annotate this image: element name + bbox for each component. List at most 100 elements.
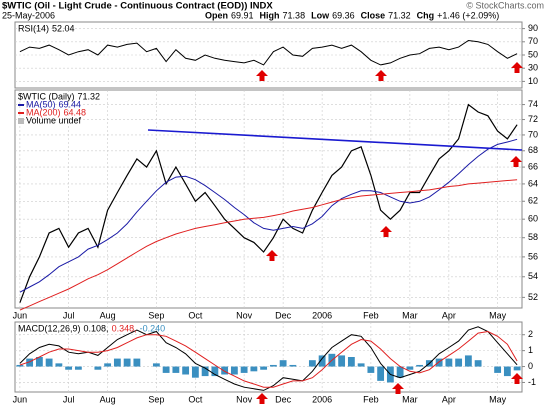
symbol-title: $WTIC (Oil - Light Crude - Continuous Co… bbox=[2, 1, 273, 12]
trendline bbox=[147, 129, 523, 151]
y-tick-label: 52 bbox=[528, 292, 538, 302]
x-tick-label: Aug bbox=[100, 310, 116, 320]
x-tick-label: Jun bbox=[13, 310, 28, 320]
histogram-bar bbox=[182, 366, 190, 375]
histogram-bar bbox=[416, 364, 424, 367]
arrow bbox=[511, 62, 523, 73]
overlay bbox=[147, 62, 523, 404]
histogram-bar bbox=[347, 357, 355, 367]
x-tick-label: 2006 bbox=[312, 310, 332, 320]
histogram-bar bbox=[445, 358, 453, 367]
histogram-bar bbox=[45, 358, 53, 367]
histogram-bar bbox=[455, 358, 463, 367]
arrow bbox=[510, 156, 522, 167]
y-tick-label: 70 bbox=[528, 129, 538, 139]
x-tick-label: Nov bbox=[236, 310, 253, 320]
histogram-bar bbox=[513, 366, 521, 371]
series-line bbox=[19, 39, 518, 66]
histogram-bar bbox=[35, 357, 43, 367]
histogram-bar bbox=[74, 366, 82, 370]
legend-label: MA(50) bbox=[26, 99, 56, 109]
y-tick-label: 10 bbox=[528, 76, 538, 86]
histogram-bar bbox=[406, 366, 414, 370]
x-tick-label: Jul bbox=[63, 394, 75, 404]
x-tick-label: Apr bbox=[442, 394, 456, 404]
histogram-bar bbox=[230, 366, 238, 375]
x-tick-label: Nov bbox=[236, 394, 253, 404]
y-tick-label: 66 bbox=[528, 161, 538, 171]
histogram-bar bbox=[240, 366, 248, 373]
y-tick-label: 30 bbox=[528, 63, 538, 73]
x-tick-label: Dec bbox=[275, 310, 292, 320]
histogram-bar bbox=[435, 358, 443, 367]
histogram-bar bbox=[211, 366, 219, 377]
arrow bbox=[256, 393, 268, 404]
legend-swatch bbox=[18, 118, 24, 124]
x-tick-label: Mar bbox=[402, 394, 418, 404]
arrow bbox=[256, 70, 268, 81]
x-tick-label: Sep bbox=[148, 394, 164, 404]
y-tick-label: 62 bbox=[528, 196, 538, 206]
x-tick-label: Feb bbox=[363, 394, 379, 404]
histogram-bar bbox=[250, 366, 258, 372]
y-tick-label: 56 bbox=[528, 251, 538, 261]
quote-label: Close bbox=[361, 10, 386, 20]
quote-value: 69.36 bbox=[332, 10, 355, 20]
histogram-bar bbox=[65, 366, 73, 370]
histogram-bar bbox=[503, 366, 511, 377]
rsi-value: 52.04 bbox=[52, 23, 75, 33]
x-tick-label: Jun bbox=[13, 394, 28, 404]
histogram-bar bbox=[474, 360, 482, 367]
legend-label: $WTIC (Daily) bbox=[18, 91, 75, 101]
x-tick-label: Oct bbox=[188, 394, 203, 404]
histogram-bar bbox=[172, 366, 180, 373]
series-line bbox=[19, 138, 518, 293]
histogram-bar bbox=[191, 366, 199, 378]
macd-panel bbox=[14, 321, 523, 393]
quote-label: Low bbox=[311, 10, 330, 20]
series-line bbox=[19, 103, 518, 303]
rsi-label: RSI(14) bbox=[18, 23, 49, 33]
histogram-bar bbox=[26, 358, 34, 367]
series-line bbox=[19, 179, 518, 311]
y-tick-label: 1 bbox=[528, 345, 533, 355]
histogram-bar bbox=[464, 355, 472, 367]
histogram-bar bbox=[221, 366, 229, 375]
arrow bbox=[266, 250, 278, 261]
histogram-bar bbox=[104, 363, 112, 367]
histogram-bar bbox=[308, 360, 316, 367]
x-tick-label: Apr bbox=[442, 310, 456, 320]
y-tick-label: 0 bbox=[528, 361, 533, 371]
arrows bbox=[256, 62, 523, 404]
y-tick-label: 58 bbox=[528, 232, 538, 242]
macd-readout: 0.108, bbox=[84, 323, 109, 333]
macd-readout: 0.348, bbox=[112, 323, 137, 333]
x-tick-label: May bbox=[489, 394, 507, 404]
series-line bbox=[19, 330, 518, 388]
quote-label: Open bbox=[205, 10, 228, 20]
histogram-bar bbox=[396, 366, 404, 378]
quote-value: +1.46 (+2.09%) bbox=[437, 10, 499, 20]
date: 25-May-2006 bbox=[2, 10, 55, 20]
histogram-bar bbox=[377, 366, 385, 381]
volume-label: Volume undef bbox=[26, 115, 82, 125]
histogram-bar bbox=[113, 358, 121, 367]
credit: © StockCharts.com bbox=[466, 0, 544, 10]
histogram-bar bbox=[260, 366, 268, 370]
histogram-bar bbox=[367, 366, 375, 373]
y-tick-label: 2 bbox=[528, 329, 533, 339]
histogram-bar bbox=[55, 363, 63, 367]
y-tick-label: 54 bbox=[528, 271, 538, 281]
y-tick-label: 70 bbox=[528, 36, 538, 46]
histogram-bar bbox=[133, 358, 141, 367]
macd-readout: -0.240 bbox=[140, 323, 166, 333]
x-tick-label: Sep bbox=[148, 310, 164, 320]
histogram-bar bbox=[123, 358, 131, 367]
histogram-bar bbox=[338, 355, 346, 367]
legend-label: MA(200) bbox=[26, 107, 61, 117]
legend-value: 69.44 bbox=[59, 99, 82, 109]
price-panel bbox=[14, 89, 523, 309]
histogram-bar bbox=[162, 366, 170, 373]
arrow bbox=[511, 373, 523, 384]
